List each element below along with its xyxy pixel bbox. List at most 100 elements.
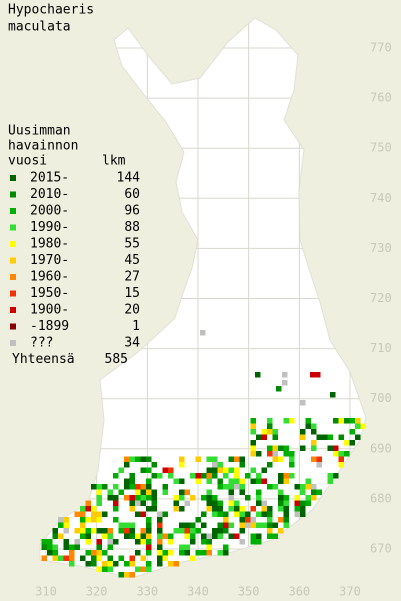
observation-square	[140, 555, 146, 561]
observation-square	[250, 478, 256, 484]
observation-square	[239, 456, 245, 462]
observation-square	[239, 511, 245, 517]
observation-square	[250, 467, 256, 473]
legend-label: ???	[30, 336, 53, 351]
observation-square	[316, 456, 322, 462]
observation-square	[294, 484, 300, 490]
observation-square	[52, 550, 58, 556]
x-tick-label: 340	[187, 585, 209, 599]
observation-square	[245, 473, 251, 479]
observation-square	[228, 533, 234, 539]
observation-square	[140, 489, 146, 495]
observation-square	[267, 528, 273, 534]
observation-square	[41, 539, 47, 545]
observation-square	[74, 544, 80, 550]
observation-square	[124, 561, 130, 567]
observation-square	[294, 495, 300, 501]
observation-square	[80, 522, 86, 528]
observation-square	[206, 489, 212, 495]
observation-square	[355, 418, 361, 424]
observation-square	[96, 511, 102, 517]
observation-square	[278, 495, 284, 501]
observation-square	[305, 495, 311, 501]
observation-square	[223, 484, 229, 490]
observation-square	[333, 418, 339, 424]
observation-square	[129, 506, 135, 512]
observation-square	[239, 539, 245, 545]
observation-square	[168, 473, 174, 479]
observation-square	[173, 495, 179, 501]
observation-square	[217, 484, 223, 490]
observation-square	[91, 506, 97, 512]
observation-square	[206, 500, 212, 506]
observation-square	[322, 434, 328, 440]
observation-square	[162, 511, 168, 517]
observation-square	[195, 478, 201, 484]
observation-square	[173, 478, 179, 484]
observation-square	[223, 467, 229, 473]
observation-square	[201, 539, 207, 545]
observation-square	[113, 539, 119, 545]
observation-square	[239, 522, 245, 528]
observation-square	[118, 489, 124, 495]
observation-square	[135, 484, 141, 490]
observation-square	[91, 550, 97, 556]
y-tick-label: 740	[370, 191, 392, 205]
observation-square	[151, 462, 157, 468]
observation-square	[179, 550, 185, 556]
observation-square	[41, 544, 47, 550]
observation-square	[250, 517, 256, 523]
legend-count: 34	[124, 336, 140, 351]
observation-square	[338, 462, 344, 468]
species-title: Hypochaeris	[8, 3, 94, 18]
legend-swatch	[10, 191, 16, 198]
observation-square	[316, 462, 322, 468]
observation-square	[300, 489, 306, 495]
observation-square	[250, 429, 256, 435]
observation-square	[129, 528, 135, 534]
observation-square	[228, 456, 234, 462]
observation-square	[85, 539, 91, 545]
observation-square	[294, 511, 300, 517]
observation-square	[223, 517, 229, 523]
observation-square	[129, 522, 135, 528]
observation-square	[190, 528, 196, 534]
legend-label: 1900-	[30, 303, 69, 318]
observation-square	[63, 522, 69, 528]
observation-square	[289, 456, 295, 462]
y-tick-label: 720	[370, 291, 392, 305]
observation-square	[135, 539, 141, 545]
observation-square	[107, 495, 113, 501]
observation-square	[179, 528, 185, 534]
observation-square	[129, 533, 135, 539]
observation-square	[107, 533, 113, 539]
observation-square	[316, 489, 322, 495]
observation-squares	[41, 330, 366, 578]
observation-square	[113, 484, 119, 490]
observation-square	[124, 456, 130, 462]
observation-square	[146, 544, 152, 550]
observation-square	[283, 522, 289, 528]
observation-square	[206, 506, 212, 512]
observation-square	[327, 473, 333, 479]
observation-square	[250, 418, 256, 424]
observation-square	[327, 445, 333, 451]
observation-square	[212, 533, 218, 539]
legend-count-header: lkm	[102, 154, 126, 169]
observation-square	[190, 522, 196, 528]
observation-square	[311, 429, 317, 435]
observation-square	[250, 506, 256, 512]
observation-square	[118, 522, 124, 528]
observation-square	[162, 467, 168, 473]
observation-square	[234, 467, 240, 473]
observation-square	[217, 522, 223, 528]
legend-swatch	[10, 340, 16, 346]
observation-square	[102, 550, 108, 556]
observation-square	[118, 555, 124, 561]
observation-square	[200, 330, 206, 336]
observation-square	[212, 456, 218, 462]
observation-square	[256, 500, 262, 506]
observation-square	[245, 517, 251, 523]
observation-square	[184, 550, 190, 556]
observation-square	[228, 500, 234, 506]
